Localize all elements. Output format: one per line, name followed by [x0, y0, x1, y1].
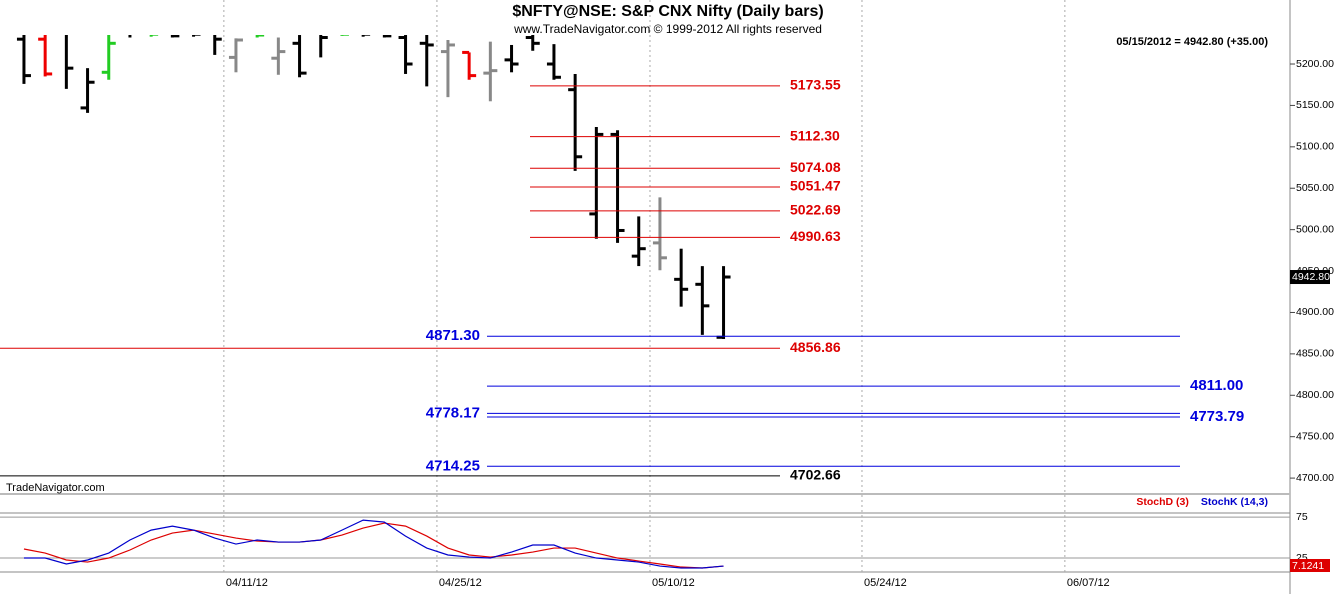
chart-title: $NFTY@NSE: S&P CNX Nifty (Daily bars): [512, 3, 823, 20]
level-label: 4990.63: [790, 228, 841, 244]
legend-entry: StochD (3): [1136, 496, 1189, 508]
level-label: 5051.47: [790, 178, 841, 194]
last-value-label: 7.1241: [1292, 560, 1324, 572]
x-tick-label: 05/24/12: [864, 577, 907, 589]
legend-entry: StochK (14,3): [1201, 496, 1268, 508]
x-tick-label: 06/07/12: [1067, 577, 1110, 589]
level-label: 4871.30: [426, 327, 480, 344]
level-label: 5173.55: [790, 77, 841, 93]
level-label: 4778.17: [426, 404, 480, 421]
y-tick-label: 5050.00: [1296, 182, 1334, 194]
level-label: 4773.79: [1190, 408, 1244, 425]
last-value-box: [1290, 559, 1330, 572]
y-tick-label: 5000.00: [1296, 223, 1334, 235]
stoch-line: [23, 519, 724, 569]
level-label: 4856.86: [790, 339, 841, 355]
y-tick-label: 5100.00: [1296, 141, 1334, 153]
quote-info: 05/15/2012 = 4942.80 (+35.00): [1116, 36, 1268, 48]
y-tick-label: 4800.00: [1296, 389, 1334, 401]
level-label: 4714.25: [426, 457, 480, 474]
watermark: TradeNavigator.com: [6, 482, 105, 494]
y-tick-label: 4700.00: [1296, 472, 1334, 484]
level-label: 4811.00: [1190, 377, 1243, 394]
y-tick-label: 75: [1296, 511, 1308, 523]
y-tick-label: 5200.00: [1296, 58, 1334, 70]
last-price-label: 4942.80: [1292, 271, 1330, 283]
x-tick-label: 05/10/12: [652, 577, 695, 589]
level-label: 4702.66: [790, 467, 841, 483]
last-price-box: [1290, 270, 1330, 285]
level-label: 5112.30: [790, 127, 840, 143]
y-tick-label: 4750.00: [1296, 430, 1334, 442]
y-tick-label: 4900.00: [1296, 306, 1334, 318]
x-tick-label: 04/25/12: [439, 577, 482, 589]
chart-subtitle: www.TradeNavigator.com © 1999-2012 All r…: [513, 22, 822, 36]
level-label: 5022.69: [790, 202, 841, 218]
stoch-line: [23, 522, 724, 569]
y-tick-label: 4850.00: [1296, 348, 1334, 360]
y-tick-label: 5150.00: [1296, 99, 1334, 111]
y-tick-label: 25: [1296, 552, 1308, 564]
x-tick-label: 04/11/12: [226, 577, 268, 589]
level-label: 5074.08: [790, 159, 841, 175]
